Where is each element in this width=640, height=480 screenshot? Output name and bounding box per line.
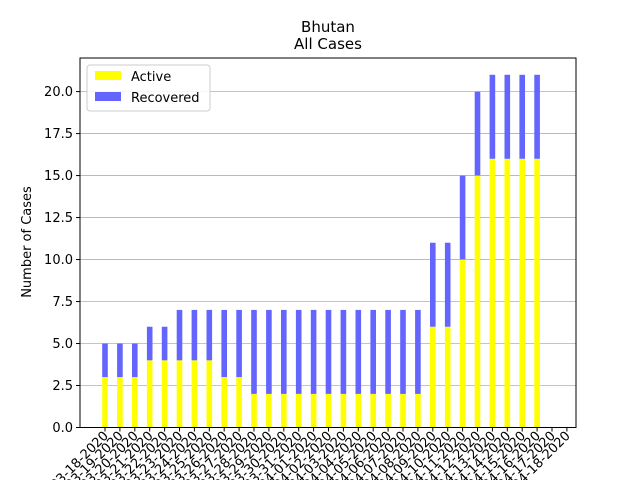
- legend-swatch-active: [95, 71, 121, 80]
- bar-active: [489, 158, 496, 428]
- bar-recovered: [236, 309, 242, 378]
- y-tick-label: 20.0: [44, 85, 73, 100]
- y-tick-label: 17.5: [44, 127, 73, 142]
- bar-active: [459, 259, 466, 428]
- bar-active: [221, 377, 227, 428]
- bar-active: [236, 377, 242, 428]
- bar-recovered: [176, 309, 183, 361]
- bar-recovered: [504, 74, 511, 159]
- bar-recovered: [295, 309, 302, 394]
- bar-recovered: [117, 343, 123, 378]
- bar-recovered: [415, 309, 421, 394]
- bar-active: [191, 360, 198, 428]
- bar-active: [430, 326, 436, 428]
- bar-recovered: [132, 343, 138, 378]
- bar-recovered: [355, 309, 362, 394]
- bar-recovered: [340, 309, 347, 394]
- legend-label-recovered: Recovered: [131, 91, 200, 106]
- bar-active: [370, 393, 376, 428]
- bar-active: [176, 360, 183, 428]
- y-tick-label: 2.5: [52, 379, 73, 394]
- y-axis-ticks: 0.0 2.5 5.0 7.5 10.0 12.5 15.0 17.5 20.0: [44, 85, 80, 436]
- y-tick-label: 10.0: [44, 253, 73, 268]
- bar-active: [266, 393, 272, 428]
- bar-recovered: [430, 242, 436, 327]
- x-axis-ticks: 03-18-202003-19-202003-20-202003-21-2020…: [48, 427, 574, 480]
- y-tick-label: 15.0: [44, 169, 73, 184]
- bar-active: [519, 158, 525, 428]
- y-tick-label: 0.0: [52, 421, 73, 436]
- bar-active: [281, 393, 287, 428]
- bar-active: [295, 393, 302, 428]
- bar-active: [251, 393, 257, 428]
- bar-recovered: [325, 309, 332, 394]
- legend-swatch-recovered: [95, 92, 121, 101]
- bar-active: [117, 377, 123, 428]
- bar-recovered: [459, 175, 466, 260]
- bar-recovered: [206, 309, 213, 361]
- bar-recovered: [444, 242, 451, 327]
- bar-recovered: [102, 343, 108, 378]
- chart-subtitle: All Cases: [294, 35, 362, 53]
- bar-recovered: [310, 309, 317, 394]
- bar-recovered: [400, 309, 406, 394]
- bar-recovered: [534, 74, 540, 159]
- bar-active: [102, 377, 108, 428]
- bar-recovered: [191, 309, 198, 361]
- y-tick-label: 12.5: [44, 211, 73, 226]
- y-tick-label: 5.0: [52, 337, 73, 352]
- y-tick-label: 7.5: [52, 295, 73, 310]
- legend-label-active: Active: [131, 70, 171, 85]
- bar-active: [444, 326, 451, 428]
- bar-active: [340, 393, 347, 428]
- bar-active: [146, 360, 153, 428]
- bar-active: [355, 393, 362, 428]
- bar-recovered: [474, 91, 481, 176]
- chart-title: Bhutan: [301, 18, 355, 36]
- bar-active: [161, 360, 168, 428]
- bar-recovered: [385, 309, 391, 394]
- bar-recovered: [370, 309, 376, 394]
- bar-active: [206, 360, 213, 428]
- bar-active: [474, 175, 481, 428]
- bar-series: [102, 74, 540, 428]
- y-axis-label: Number of Cases: [20, 186, 35, 298]
- bar-recovered: [251, 309, 257, 394]
- bar-recovered: [146, 326, 153, 361]
- bar-active: [415, 393, 421, 428]
- bar-active: [325, 393, 332, 428]
- bar-active: [504, 158, 511, 428]
- legend: Active Recovered: [86, 64, 211, 112]
- bar-active: [132, 377, 138, 428]
- bar-recovered: [161, 326, 168, 361]
- bar-active: [385, 393, 391, 428]
- bar-active: [310, 393, 317, 428]
- bar-active: [534, 158, 540, 428]
- bar-recovered: [281, 309, 287, 394]
- bar-recovered: [221, 309, 227, 378]
- bar-active: [400, 393, 406, 428]
- bar-recovered: [266, 309, 272, 394]
- bar-recovered: [489, 74, 496, 159]
- bar-recovered: [519, 74, 525, 159]
